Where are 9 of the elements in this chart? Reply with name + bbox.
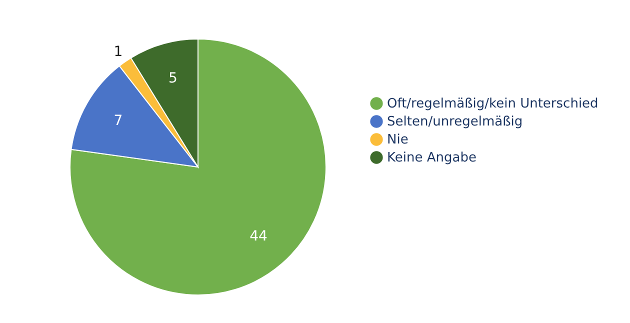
pie-slice xyxy=(70,38,326,296)
legend-label: Oft/regelmäßig/kein Unterschied xyxy=(387,96,598,112)
legend-label: Selten/unregelmäßig xyxy=(387,114,523,130)
legend-label: Nie xyxy=(387,132,408,148)
data-label: 44 xyxy=(250,228,268,244)
data-label: 7 xyxy=(114,112,123,129)
data-label: 1 xyxy=(114,44,123,60)
legend-label: Keine Angabe xyxy=(387,150,476,166)
data-label: 5 xyxy=(168,70,178,86)
